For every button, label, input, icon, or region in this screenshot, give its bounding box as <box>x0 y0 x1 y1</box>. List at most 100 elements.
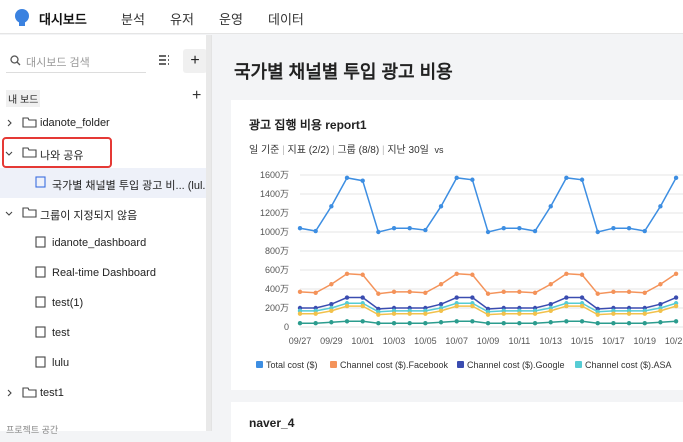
compare[interactable]: vs <box>434 145 444 155</box>
logo <box>15 9 29 26</box>
data-point <box>438 282 444 287</box>
data-point <box>658 308 663 314</box>
data-point <box>454 175 459 181</box>
scrollbar <box>206 35 211 431</box>
x-tick-label: 09/29 <box>320 336 343 346</box>
data-point <box>642 228 647 234</box>
nav-brand[interactable]: 대시보드 <box>39 12 87 27</box>
data-point <box>673 295 679 300</box>
data-point <box>517 226 522 231</box>
tree-item[interactable]: test <box>52 327 70 339</box>
data-point <box>579 319 585 324</box>
data-point <box>454 303 459 309</box>
data-point <box>438 320 444 325</box>
data-point <box>564 271 569 276</box>
data-point <box>313 321 318 326</box>
data-point <box>438 308 444 314</box>
data-point <box>470 177 475 182</box>
chart: 0 200万 400万 600万 800万 1000万 1200万 1400万 1600万 09/… <box>256 170 683 370</box>
data-point <box>548 302 553 307</box>
data-point <box>626 321 632 326</box>
add-button[interactable]: + <box>183 49 207 73</box>
y-tick-label: 800万 <box>265 246 289 256</box>
data-point <box>485 229 491 235</box>
data-point <box>611 321 616 326</box>
data-point <box>391 311 397 316</box>
card-title: 광고 집행 비용 report1 <box>249 118 367 132</box>
data-point <box>595 229 600 235</box>
data-point <box>391 289 397 295</box>
data-point <box>407 226 412 231</box>
add-board[interactable]: + <box>192 87 202 104</box>
tree-item[interactable]: idanote_folder <box>40 117 110 129</box>
data-point <box>313 228 318 234</box>
legend-label: Total cost ($) <box>266 360 318 370</box>
data-point <box>564 303 569 309</box>
legend-swatch <box>575 361 582 368</box>
data-point <box>626 289 632 295</box>
search-box[interactable]: 대시보드 검색 <box>6 49 146 73</box>
data-point <box>595 312 600 317</box>
data-point <box>532 290 538 295</box>
data-point <box>454 319 459 324</box>
tree-item[interactable]: Real-time Dashboard <box>52 267 156 279</box>
data-point <box>344 271 350 276</box>
tree-item[interactable]: test1 <box>40 387 64 399</box>
x-tick-label: 10/13 <box>539 336 562 346</box>
tree-item[interactable]: lulu <box>52 357 70 369</box>
x-tick-label: 10/15 <box>571 336 594 346</box>
search-placeholder: 대시보드 검색 <box>26 57 90 69</box>
data-point <box>658 320 663 325</box>
data-point <box>673 303 679 309</box>
tree-icons <box>5 117 46 398</box>
y-tick-label: 200万 <box>265 303 289 313</box>
legend-label: Channel cost ($).Facebook <box>340 360 449 370</box>
legend-label: Channel cost ($).Google <box>467 360 565 370</box>
data-point <box>517 311 522 316</box>
card: naver_4 <box>231 402 683 442</box>
data-point <box>329 282 334 287</box>
y-tick-label: 1200万 <box>260 208 289 218</box>
nav-item[interactable]: 데이터 <box>268 12 304 27</box>
data-point <box>548 282 553 287</box>
series-line <box>299 273 677 295</box>
nav-item[interactable]: 운영 <box>219 12 243 27</box>
data-point <box>501 289 506 295</box>
tree-item[interactable]: test(1) <box>52 297 84 309</box>
data-point <box>485 312 491 317</box>
filter[interactable]: 그룹 (8/8) <box>337 145 380 156</box>
data-point <box>517 321 522 326</box>
y-tick-label: 600万 <box>265 265 289 275</box>
data-point <box>391 226 397 231</box>
data-point <box>423 227 428 233</box>
list-icon[interactable] <box>158 54 170 66</box>
data-point <box>344 319 350 324</box>
data-point <box>611 311 616 316</box>
filter[interactable]: 지표 (2/2) <box>287 145 330 156</box>
tree-item[interactable]: idanote_dashboard <box>52 237 147 249</box>
data-point <box>611 226 616 231</box>
tree-item[interactable]: 나와 공유 <box>40 150 84 162</box>
data-point <box>579 303 585 309</box>
data-point <box>360 319 365 324</box>
legend-swatch <box>330 361 337 368</box>
y-tick-label: 400万 <box>265 284 289 294</box>
data-point <box>642 311 647 316</box>
data-point <box>297 311 303 316</box>
data-point <box>470 303 475 309</box>
data-point <box>658 282 663 287</box>
tree-item[interactable]: 그룹이 지정되지 않음 <box>40 210 138 222</box>
tree-item[interactable]: 국가별 채널별 투입 광고 비... (lul... <box>52 180 212 192</box>
x-tick-label: 10/01 <box>351 336 374 346</box>
highlight-box <box>2 137 112 168</box>
y-tick-label: 1400万 <box>260 189 289 199</box>
legend-label: Channel cost ($).ASA <box>585 360 672 370</box>
search-icon <box>10 55 21 66</box>
filter[interactable]: 지난 30일 <box>387 145 429 156</box>
data-point <box>673 319 679 324</box>
data-point <box>626 226 632 231</box>
nav-item[interactable]: 유저 <box>170 12 194 27</box>
filter[interactable]: 일 기준 <box>249 145 280 156</box>
y-tick-label: 1600万 <box>260 170 289 180</box>
nav-item[interactable]: 분석 <box>121 12 145 27</box>
